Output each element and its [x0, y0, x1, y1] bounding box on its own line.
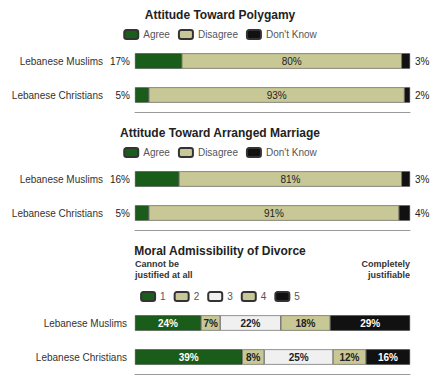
svg-text:justifiable: justifiable [367, 270, 410, 280]
svg-text:5%: 5% [116, 208, 131, 219]
svg-text:4%: 4% [415, 208, 430, 219]
svg-text:12%: 12% [339, 352, 359, 363]
svg-text:Lebanese Muslims: Lebanese Muslims [44, 318, 127, 329]
svg-text:Lebanese Christians: Lebanese Christians [36, 352, 127, 363]
svg-text:Cannot be: Cannot be [135, 259, 179, 269]
svg-text:16%: 16% [378, 352, 398, 363]
svg-text:Lebanese Christians: Lebanese Christians [12, 208, 103, 219]
svg-text:Moral Admissibility of Divorce: Moral Admissibility of Divorce [134, 244, 306, 258]
svg-text:91%: 91% [264, 208, 284, 219]
svg-text:22%: 22% [240, 318, 260, 329]
svg-text:Lebanese Muslims: Lebanese Muslims [20, 56, 103, 67]
svg-text:Disagree: Disagree [198, 29, 238, 40]
svg-text:Attitude Toward Polygamy: Attitude Toward Polygamy [145, 8, 296, 22]
svg-text:80%: 80% [282, 56, 302, 67]
svg-text:3%: 3% [415, 56, 430, 67]
svg-text:1: 1 [160, 291, 166, 302]
svg-text:4: 4 [261, 291, 267, 302]
svg-text:2: 2 [194, 291, 200, 302]
svg-text:2%: 2% [415, 90, 430, 101]
svg-text:Lebanese Muslims: Lebanese Muslims [20, 174, 103, 185]
svg-text:39%: 39% [179, 352, 199, 363]
svg-text:Lebanese Christians: Lebanese Christians [12, 90, 103, 101]
svg-text:8%: 8% [246, 352, 261, 363]
svg-text:16%: 16% [110, 174, 130, 185]
svg-text:Agree: Agree [143, 29, 170, 40]
svg-text:29%: 29% [360, 318, 380, 329]
svg-text:Don't Know: Don't Know [266, 147, 318, 158]
svg-text:5: 5 [294, 291, 300, 302]
svg-text:Don't Know: Don't Know [266, 29, 318, 40]
svg-text:Disagree: Disagree [198, 147, 238, 158]
svg-text:81%: 81% [280, 174, 300, 185]
svg-text:93%: 93% [267, 90, 287, 101]
svg-text:justified at all: justified at all [134, 270, 193, 280]
svg-text:17%: 17% [110, 56, 130, 67]
svg-text:Completely: Completely [361, 259, 410, 269]
svg-text:3: 3 [227, 291, 233, 302]
svg-text:24%: 24% [158, 318, 178, 329]
svg-text:Agree: Agree [143, 147, 170, 158]
svg-text:3%: 3% [415, 174, 430, 185]
svg-text:Attitude Toward Arranged Marri: Attitude Toward Arranged Marriage [120, 126, 320, 140]
svg-text:5%: 5% [116, 90, 131, 101]
svg-text:18%: 18% [295, 318, 315, 329]
svg-text:25%: 25% [289, 352, 309, 363]
svg-text:7%: 7% [203, 318, 218, 329]
